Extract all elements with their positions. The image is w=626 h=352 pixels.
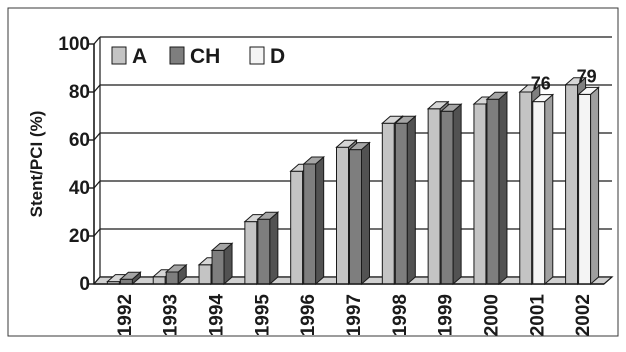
bar-top bbox=[485, 91, 509, 100]
bar-front bbox=[349, 149, 362, 285]
legend-label: CH bbox=[190, 45, 220, 68]
y-tick-label: 100 bbox=[58, 34, 90, 55]
bar-top bbox=[119, 271, 142, 280]
bar bbox=[119, 271, 142, 286]
x-tick-label: 1998 bbox=[390, 294, 411, 336]
bars-layer bbox=[106, 76, 600, 286]
x-tick-label: 1999 bbox=[436, 294, 457, 336]
axes-layer bbox=[88, 37, 604, 285]
bar-side bbox=[498, 91, 508, 286]
bar-side bbox=[315, 155, 325, 286]
x-tick-label: 2001 bbox=[527, 294, 548, 337]
bar-top bbox=[256, 211, 280, 220]
bar-top bbox=[426, 101, 450, 110]
bar-front bbox=[519, 91, 533, 285]
x-tick-label: 2000 bbox=[481, 294, 502, 336]
bar-side bbox=[406, 115, 416, 286]
data-label: 79 bbox=[577, 66, 597, 86]
x-tick-label: 1994 bbox=[207, 294, 228, 337]
bar-front bbox=[381, 122, 395, 285]
bar-top bbox=[164, 264, 188, 273]
bar-side bbox=[361, 141, 370, 286]
bar-top bbox=[335, 139, 358, 148]
bar-front bbox=[440, 110, 454, 285]
labels-layer: 0 20 40 60 80 100 1992 1993 1994 1995 1996 1997 1998… bbox=[27, 34, 597, 336]
gridline-depth bbox=[93, 228, 101, 237]
data-label: 76 bbox=[531, 74, 551, 94]
bar-front bbox=[578, 93, 592, 285]
bar-top bbox=[302, 156, 326, 165]
bar-top bbox=[393, 115, 417, 124]
bar bbox=[210, 242, 234, 286]
bar-front bbox=[486, 98, 500, 285]
y-tick-label: 0 bbox=[79, 274, 90, 295]
bar bbox=[302, 155, 326, 286]
legend-label: A bbox=[132, 45, 147, 68]
legend-item: D bbox=[249, 45, 285, 68]
bar-top bbox=[531, 94, 555, 103]
bar bbox=[393, 115, 417, 286]
bar bbox=[164, 263, 188, 286]
bar-front bbox=[257, 218, 271, 285]
bar bbox=[256, 211, 280, 286]
bar-front bbox=[473, 103, 487, 285]
bar-front bbox=[198, 264, 212, 285]
bar-front bbox=[565, 84, 579, 285]
bar-side bbox=[452, 103, 462, 286]
bar-top bbox=[564, 77, 587, 86]
bar bbox=[531, 93, 555, 286]
gridline-depth bbox=[93, 180, 101, 189]
bar bbox=[485, 91, 509, 286]
bar-top bbox=[380, 115, 404, 124]
legend-swatch bbox=[111, 46, 127, 65]
bar-top bbox=[348, 142, 371, 151]
bar-top bbox=[210, 242, 234, 251]
bar bbox=[577, 86, 600, 286]
bar-top bbox=[439, 103, 463, 112]
bar-top bbox=[518, 84, 542, 93]
legend-swatch bbox=[249, 46, 265, 65]
legend: A CH D bbox=[111, 45, 285, 68]
bar-front bbox=[165, 271, 179, 285]
gridline-depth bbox=[93, 36, 101, 45]
legend-item: A bbox=[111, 45, 147, 68]
y-tick-label: 20 bbox=[69, 226, 90, 247]
x-tick-label: 1995 bbox=[252, 294, 273, 337]
legend-swatch bbox=[169, 46, 185, 65]
y-tick-label: 40 bbox=[69, 178, 90, 199]
gridline-depth bbox=[93, 84, 101, 93]
bar-front bbox=[211, 249, 225, 285]
x-tick-label: 1996 bbox=[298, 294, 319, 336]
bar-front bbox=[303, 163, 317, 285]
bar-side bbox=[544, 93, 554, 286]
legend-label: D bbox=[270, 45, 285, 68]
x-tick-label: 1992 bbox=[115, 294, 136, 336]
gridline-depth bbox=[93, 132, 101, 141]
y-tick-label: 60 bbox=[69, 130, 90, 151]
x-tick-label: 1997 bbox=[344, 294, 365, 336]
x-tick-label: 1993 bbox=[161, 294, 182, 336]
x-tick-label: 2002 bbox=[573, 294, 594, 336]
bar-front bbox=[244, 221, 258, 285]
figure-frame bbox=[7, 7, 619, 337]
y-axis-label: Stent/PCI (%) bbox=[27, 111, 46, 218]
legend-item: CH bbox=[169, 45, 220, 68]
bar-front bbox=[152, 276, 166, 285]
bar-side bbox=[269, 211, 279, 286]
bar bbox=[348, 141, 371, 286]
bar-top bbox=[577, 86, 600, 95]
bar-front bbox=[290, 170, 304, 285]
bar bbox=[439, 103, 463, 286]
bar-front bbox=[427, 108, 441, 285]
bar-front bbox=[394, 122, 408, 285]
bar-front bbox=[336, 146, 349, 285]
y-tick-label: 80 bbox=[69, 82, 90, 103]
bar-front bbox=[532, 101, 546, 285]
bar-side bbox=[590, 86, 600, 286]
